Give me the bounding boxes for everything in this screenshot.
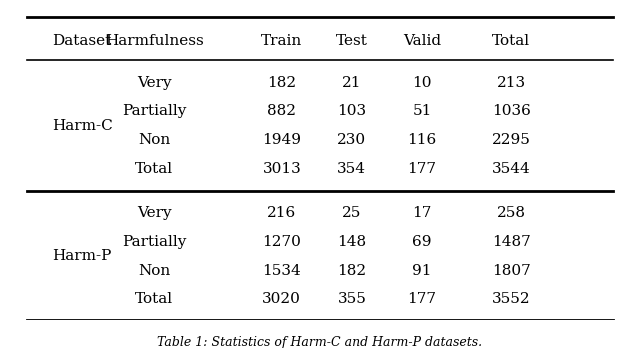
Text: 182: 182 [268, 76, 296, 90]
Text: 1270: 1270 [262, 235, 301, 249]
Text: 148: 148 [337, 235, 367, 249]
Text: Harm-P: Harm-P [52, 250, 112, 263]
Text: 1534: 1534 [262, 264, 301, 278]
Text: 25: 25 [342, 206, 362, 220]
Text: Very: Very [137, 206, 172, 220]
Text: 213: 213 [497, 76, 525, 90]
Text: 3013: 3013 [262, 162, 301, 176]
Text: 1949: 1949 [262, 133, 301, 147]
Text: Total: Total [135, 292, 173, 307]
Text: 21: 21 [342, 76, 362, 90]
Text: 354: 354 [337, 162, 366, 176]
Text: 177: 177 [408, 292, 436, 307]
Text: Valid: Valid [403, 34, 441, 48]
Text: Total: Total [492, 34, 530, 48]
Text: Total: Total [135, 162, 173, 176]
Text: 3552: 3552 [492, 292, 531, 307]
Text: 103: 103 [337, 104, 367, 118]
Text: Harm-C: Harm-C [52, 119, 113, 133]
Text: 17: 17 [412, 206, 431, 220]
Text: 69: 69 [412, 235, 432, 249]
Text: 216: 216 [267, 206, 296, 220]
Text: Non: Non [138, 264, 170, 278]
Text: Very: Very [137, 76, 172, 90]
Text: 116: 116 [407, 133, 436, 147]
Text: Non: Non [138, 133, 170, 147]
Text: 3544: 3544 [492, 162, 531, 176]
Text: Table 1: Statistics of Harm-C and Harm-P datasets.: Table 1: Statistics of Harm-C and Harm-P… [157, 336, 483, 348]
Text: 182: 182 [337, 264, 367, 278]
Text: 882: 882 [268, 104, 296, 118]
Text: Test: Test [336, 34, 368, 48]
Text: Harmfulness: Harmfulness [105, 34, 204, 48]
Text: 230: 230 [337, 133, 367, 147]
Text: 1036: 1036 [492, 104, 531, 118]
Text: 355: 355 [337, 292, 366, 307]
Text: 258: 258 [497, 206, 525, 220]
Text: 1487: 1487 [492, 235, 531, 249]
Text: Train: Train [261, 34, 302, 48]
Text: 1807: 1807 [492, 264, 531, 278]
Text: 91: 91 [412, 264, 432, 278]
Text: 177: 177 [408, 162, 436, 176]
Text: 10: 10 [412, 76, 432, 90]
Text: Partially: Partially [122, 235, 186, 249]
Text: 51: 51 [412, 104, 431, 118]
Text: 2295: 2295 [492, 133, 531, 147]
Text: Dataset: Dataset [52, 34, 111, 48]
Text: Partially: Partially [122, 104, 186, 118]
Text: 3020: 3020 [262, 292, 301, 307]
